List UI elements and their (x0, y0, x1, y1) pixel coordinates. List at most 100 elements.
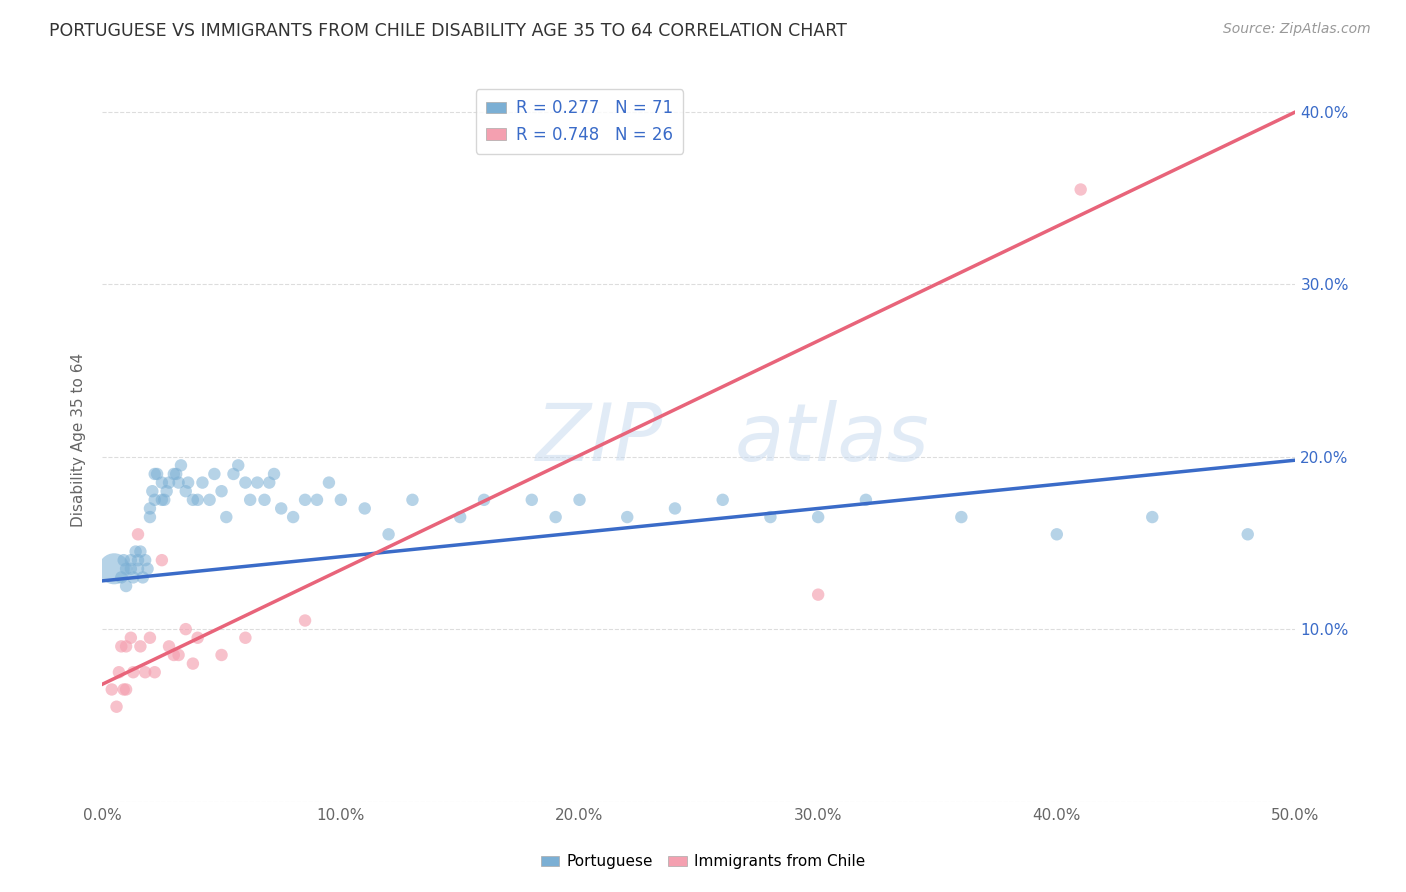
Point (156, 484, 179, 499)
Point (120, 553, 142, 567)
Point (127, 562, 149, 576)
Point (157, 475, 180, 490)
Point (170, 458, 193, 473)
Point (520, 492, 543, 507)
Point (198, 492, 221, 507)
Point (177, 475, 200, 490)
Point (472, 492, 495, 507)
Point (305, 492, 328, 507)
Point (239, 492, 262, 507)
Point (120, 631, 142, 645)
Legend: Portuguese, Immigrants from Chile: Portuguese, Immigrants from Chile (534, 848, 872, 875)
Point (235, 631, 257, 645)
Point (115, 579, 138, 593)
Point (353, 501, 375, 516)
Point (105, 699, 128, 714)
Point (134, 553, 156, 567)
Point (163, 467, 186, 481)
Point (157, 640, 180, 654)
Point (544, 510, 567, 524)
Point (449, 510, 471, 524)
Point (141, 484, 163, 499)
Point (181, 492, 204, 507)
Point (174, 484, 197, 499)
Point (108, 665, 131, 680)
Point (112, 682, 135, 697)
Point (167, 475, 190, 490)
Point (122, 665, 145, 680)
Point (143, 467, 166, 481)
Point (226, 458, 249, 473)
Point (110, 570, 132, 584)
Point (253, 492, 276, 507)
Point (281, 510, 304, 524)
Point (139, 510, 162, 524)
Point (150, 553, 173, 567)
Point (759, 510, 782, 524)
Point (132, 570, 155, 584)
Point (211, 648, 233, 662)
Point (122, 570, 145, 584)
Point (134, 665, 156, 680)
Point (163, 648, 186, 662)
Point (129, 640, 152, 654)
Point (150, 475, 173, 490)
Point (150, 492, 173, 507)
Point (270, 501, 292, 516)
Point (318, 475, 340, 490)
Point (246, 475, 269, 490)
Point (401, 492, 423, 507)
Point (950, 510, 973, 524)
Point (1236, 527, 1258, 541)
Point (259, 475, 281, 490)
Point (235, 475, 257, 490)
Point (329, 492, 352, 507)
Point (181, 657, 204, 671)
Point (202, 467, 225, 481)
Point (187, 492, 209, 507)
Point (294, 492, 316, 507)
Text: atlas: atlas (734, 401, 929, 478)
Point (377, 527, 399, 541)
Point (807, 588, 830, 602)
Point (191, 475, 214, 490)
Point (129, 544, 152, 558)
Point (1046, 527, 1069, 541)
Point (127, 527, 149, 541)
Point (110, 640, 132, 654)
Point (120, 562, 142, 576)
Point (616, 510, 638, 524)
Point (115, 562, 138, 576)
Point (263, 467, 285, 481)
Point (139, 501, 162, 516)
Point (174, 622, 197, 636)
Point (167, 648, 190, 662)
Point (165, 467, 187, 481)
Point (146, 467, 169, 481)
Point (211, 484, 233, 499)
Point (115, 682, 138, 697)
Point (143, 492, 166, 507)
Point (124, 544, 146, 558)
Point (568, 492, 591, 507)
Point (215, 510, 238, 524)
Point (711, 492, 734, 507)
Text: Source: ZipAtlas.com: Source: ZipAtlas.com (1223, 22, 1371, 37)
Point (664, 501, 686, 516)
Point (187, 631, 209, 645)
Point (136, 562, 159, 576)
Point (127, 553, 149, 567)
Point (855, 492, 877, 507)
Point (139, 631, 162, 645)
Point (1142, 510, 1164, 524)
Point (143, 665, 166, 680)
Point (103, 562, 125, 576)
Point (112, 553, 135, 567)
Point (807, 510, 830, 524)
Point (222, 467, 245, 481)
Text: ZIP: ZIP (536, 401, 664, 478)
Point (1070, 182, 1092, 196)
Point (153, 492, 176, 507)
Point (294, 614, 316, 628)
Point (100, 682, 122, 697)
